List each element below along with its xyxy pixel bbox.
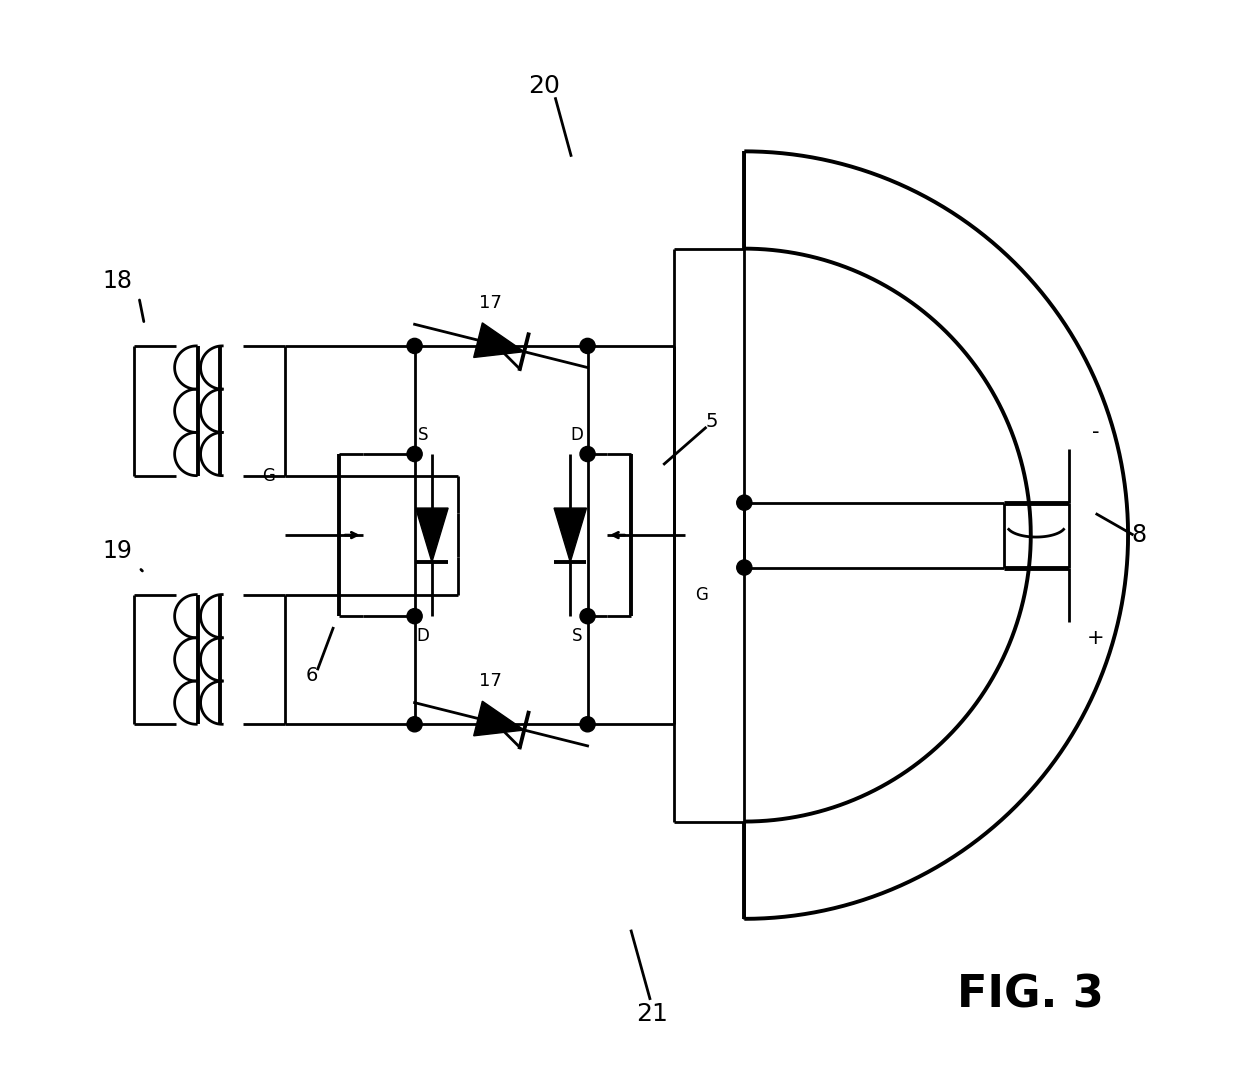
Circle shape (737, 560, 751, 575)
Circle shape (407, 446, 422, 462)
Text: 5: 5 (706, 412, 718, 431)
Circle shape (580, 446, 595, 462)
Text: FIG. 3: FIG. 3 (957, 973, 1104, 1016)
Text: -: - (1092, 423, 1100, 442)
Polygon shape (474, 702, 525, 736)
Polygon shape (415, 508, 448, 562)
Text: 18: 18 (103, 269, 133, 293)
Text: S: S (418, 426, 429, 443)
Circle shape (580, 609, 595, 624)
Text: 21: 21 (636, 1002, 668, 1026)
Text: 20: 20 (528, 75, 560, 98)
Polygon shape (554, 508, 587, 562)
Circle shape (407, 338, 422, 353)
Circle shape (580, 717, 595, 732)
Text: 6: 6 (306, 666, 319, 685)
Text: G: G (694, 586, 708, 603)
Text: 17: 17 (479, 294, 502, 311)
Circle shape (407, 609, 422, 624)
Text: 8: 8 (1131, 523, 1147, 547)
Text: S: S (572, 627, 582, 644)
Text: D: D (570, 426, 583, 443)
Text: G: G (262, 467, 275, 484)
Circle shape (737, 495, 751, 510)
Text: 17: 17 (479, 672, 502, 690)
Text: D: D (417, 627, 430, 644)
Circle shape (580, 338, 595, 353)
Polygon shape (474, 323, 525, 358)
Circle shape (407, 717, 422, 732)
Text: +: + (1086, 628, 1105, 648)
Text: 19: 19 (103, 539, 133, 563)
